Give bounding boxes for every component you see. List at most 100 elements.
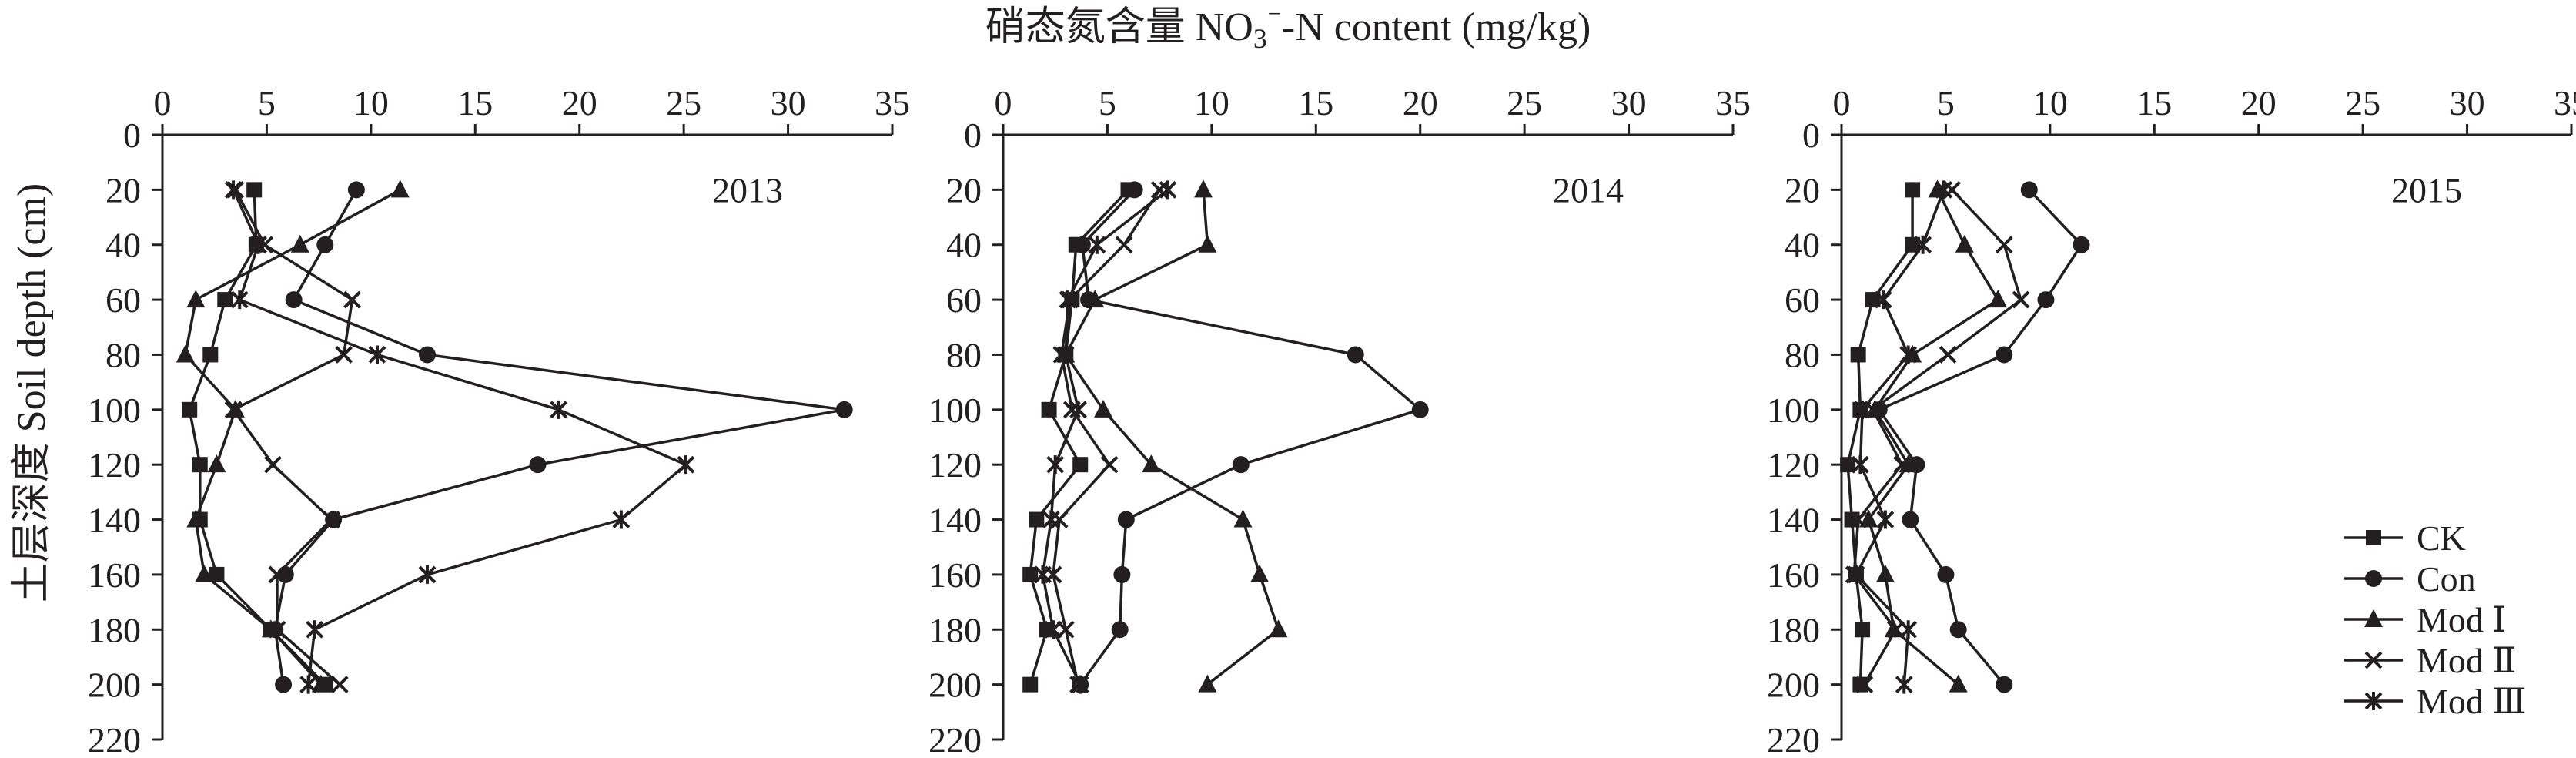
data-point xyxy=(1113,565,1131,583)
series-line xyxy=(232,189,687,685)
data-point xyxy=(1046,455,1065,475)
data-point xyxy=(1044,620,1062,639)
series-line xyxy=(1855,189,1945,685)
data-point xyxy=(1042,510,1060,529)
data-point xyxy=(285,291,303,309)
y-tick-label: 40 xyxy=(946,226,982,265)
data-point xyxy=(1905,182,1921,198)
data-point xyxy=(1142,454,1161,473)
data-point xyxy=(1198,234,1217,253)
x-tick-label: 15 xyxy=(457,83,493,122)
y-tick-label: 180 xyxy=(928,610,982,649)
data-point xyxy=(1232,456,1250,474)
series-line xyxy=(1846,190,1914,685)
data-point xyxy=(1088,235,1106,254)
data-point xyxy=(264,455,282,474)
data-point xyxy=(1847,565,1865,584)
y-tick-label: 160 xyxy=(928,555,982,595)
data-point xyxy=(550,400,568,419)
data-point xyxy=(299,675,318,694)
data-point xyxy=(1034,565,1052,584)
x-tick-label: 25 xyxy=(1507,83,1542,122)
data-point xyxy=(224,401,243,419)
data-point xyxy=(1996,346,2013,364)
y-axis-label-text: 土层深度 Soil depth (cm) xyxy=(10,183,54,603)
y-tick-label: 0 xyxy=(1802,116,1820,155)
y-tick-label: 20 xyxy=(105,170,141,210)
data-point xyxy=(1041,401,1057,418)
data-point xyxy=(1935,180,1953,200)
y-tick-label: 80 xyxy=(1785,335,1820,374)
x-tick-label: 30 xyxy=(771,83,806,122)
y-tick-label: 220 xyxy=(928,720,982,758)
series-mod-1 xyxy=(176,179,410,693)
y-tick-label: 140 xyxy=(1767,501,1820,540)
series-mod-2 xyxy=(224,180,361,694)
y-tick-label: 180 xyxy=(88,610,141,649)
data-point xyxy=(1995,236,2013,254)
legend-item-ck: CK xyxy=(2344,518,2466,558)
legend-item-mod-2: Mod Ⅱ xyxy=(2344,641,2517,680)
data-point xyxy=(1996,676,2013,693)
series-mod-1 xyxy=(1859,179,2008,693)
x-tick-label: 10 xyxy=(2032,83,2068,122)
data-point xyxy=(418,346,436,364)
data-point xyxy=(176,344,195,363)
y-tick-label: 120 xyxy=(928,445,982,485)
data-point xyxy=(612,510,631,529)
x-tick-label: 35 xyxy=(1715,83,1751,122)
data-point xyxy=(1852,676,1868,693)
data-point xyxy=(1955,234,1974,253)
data-point xyxy=(1056,345,1075,364)
x-tick-label: 35 xyxy=(2554,83,2576,122)
y-tick-label: 40 xyxy=(105,226,141,265)
series-line xyxy=(1064,190,1280,686)
data-point xyxy=(268,565,286,584)
data-point xyxy=(1914,235,1932,254)
y-tick-label: 100 xyxy=(1767,391,1820,430)
data-point xyxy=(276,565,294,583)
data-point xyxy=(1865,292,1881,308)
series-con xyxy=(1072,181,1429,693)
data-point xyxy=(207,454,226,473)
y-tick-label: 60 xyxy=(105,280,141,320)
y-tick-label: 220 xyxy=(88,720,141,758)
legend-item-con: Con xyxy=(2344,559,2476,599)
series-ck xyxy=(182,182,333,693)
y-tick-label: 20 xyxy=(946,170,982,210)
series-line xyxy=(1867,189,1999,686)
panel-2015: 0 5 10 15 20 25 30 35 0 20 40 60 80 100 120 140 160 180 20… xyxy=(1767,83,2576,758)
panel-2014: 0 5 10 15 20 25 30 35 0 20 40 60 80 100 120 140 160 180 20… xyxy=(928,83,1751,758)
data-point xyxy=(1875,564,1895,582)
data-point xyxy=(835,401,853,418)
data-point xyxy=(1117,511,1135,528)
data-point xyxy=(224,180,243,200)
data-point xyxy=(347,181,365,199)
data-point xyxy=(343,290,361,309)
data-point xyxy=(1849,511,1868,528)
series-line xyxy=(1041,189,1169,686)
data-point xyxy=(390,179,410,198)
data-point xyxy=(1100,455,1119,474)
data-point xyxy=(1939,346,1957,364)
series-line xyxy=(184,188,401,686)
data-point xyxy=(1073,236,1091,253)
x-tick-label: 0 xyxy=(995,83,1012,122)
x-tick-label: 25 xyxy=(2345,83,2380,122)
data-point xyxy=(1949,621,1967,639)
data-point xyxy=(217,292,233,308)
data-point xyxy=(195,564,214,582)
data-point xyxy=(1850,347,1866,363)
data-point xyxy=(290,234,309,253)
y-tick-label: 80 xyxy=(946,335,982,374)
data-point xyxy=(1899,345,1918,364)
data-point xyxy=(2073,236,2090,253)
panel-year-label: 2013 xyxy=(712,170,783,210)
legend-label: Con xyxy=(2417,559,2476,599)
y-tick-label: 180 xyxy=(1767,610,1820,649)
panel-year-label: 2014 xyxy=(1553,170,1624,210)
x-tick-label: 5 xyxy=(258,83,276,122)
y-tick-label: 40 xyxy=(1785,226,1820,265)
